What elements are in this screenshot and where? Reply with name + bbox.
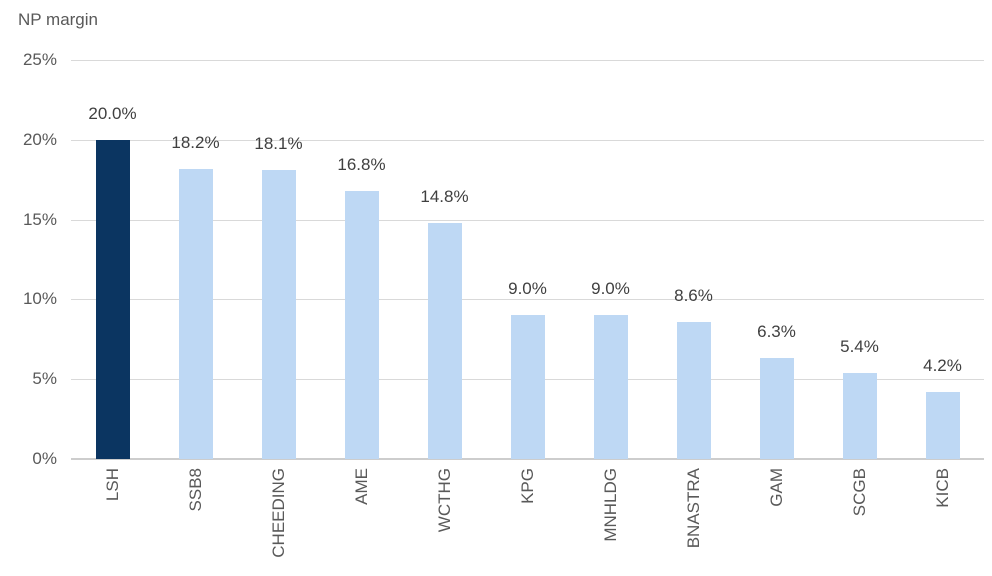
gridline	[71, 60, 984, 61]
bar-value-label: 14.8%	[420, 186, 469, 206]
x-axis-line	[71, 458, 984, 460]
y-tick-label: 20%	[22, 129, 57, 149]
bar-value-label: 20.0%	[88, 103, 137, 123]
bar-gam	[759, 358, 794, 459]
x-tick-label: SSB8	[186, 468, 205, 512]
bar-ame	[344, 190, 379, 459]
bar-bnastra	[676, 321, 711, 459]
bar-value-label: 8.6%	[674, 285, 713, 305]
bar-kicb	[925, 391, 960, 459]
bar-value-label: 18.1%	[254, 134, 303, 154]
x-tick-label: SCGB	[850, 468, 869, 517]
chart-title: NP margin	[18, 10, 98, 29]
bar-scgb	[842, 372, 877, 459]
x-tick-label: WCTHG	[435, 468, 454, 533]
y-tick-label: 0%	[32, 449, 57, 468]
bar-value-label: 9.0%	[591, 279, 630, 299]
bar-wcthg	[427, 222, 462, 459]
y-tick-label: 10%	[22, 289, 57, 309]
bar-ssb8	[178, 168, 213, 459]
bar-value-label: 9.0%	[508, 279, 547, 299]
bar-cheeding	[261, 170, 296, 459]
gridline	[71, 219, 984, 221]
y-tick-label: 25%	[22, 50, 57, 69]
y-tick-label: 5%	[32, 369, 57, 389]
bar-mnhldg	[593, 315, 628, 459]
gridline	[71, 139, 984, 141]
bar-kpg	[510, 315, 545, 459]
x-tick-label: LSH	[103, 468, 122, 502]
gridline	[71, 299, 984, 301]
bar-value-label: 6.3%	[757, 322, 796, 342]
bar-value-label: 4.2%	[923, 355, 962, 375]
x-tick-label: MNHLDG	[601, 468, 620, 542]
bar-lsh	[95, 139, 130, 459]
x-tick-label: GAM	[767, 468, 786, 507]
x-tick-label: AME	[352, 468, 371, 505]
x-tick-label: BNASTRA	[684, 468, 703, 549]
x-tick-label: CHEEDING	[269, 468, 288, 558]
bar-value-label: 16.8%	[337, 154, 386, 174]
x-tick-label: KPG	[518, 468, 537, 504]
x-tick-label: KICB	[933, 468, 952, 508]
bar-value-label: 5.4%	[840, 336, 879, 356]
bar-value-label: 18.2%	[171, 132, 220, 152]
y-tick-label: 15%	[22, 209, 57, 229]
